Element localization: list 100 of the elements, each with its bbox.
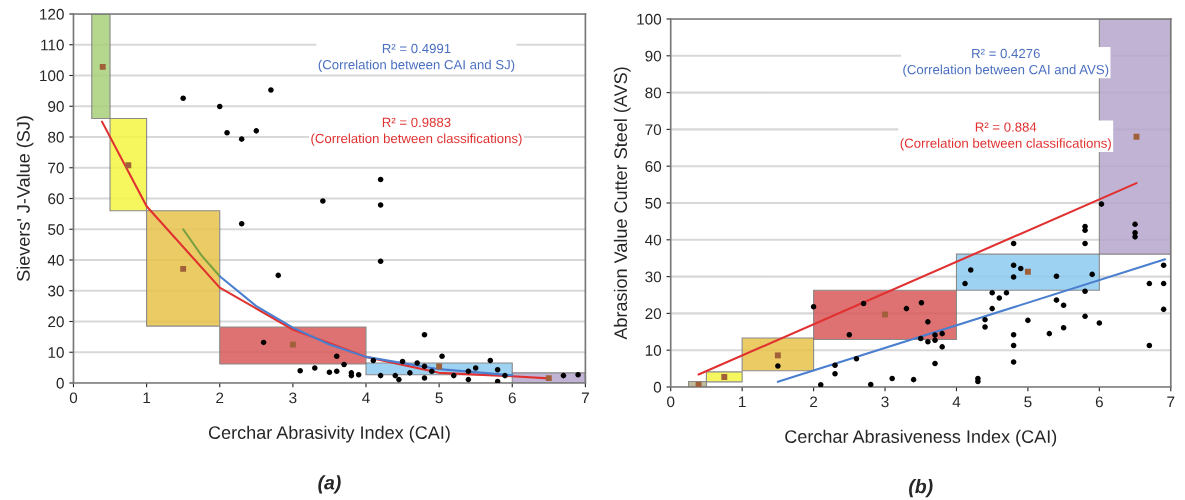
- point: [465, 368, 472, 375]
- point: [99, 63, 106, 70]
- y-tick-label: 80: [645, 87, 662, 99]
- point: [721, 374, 728, 381]
- point: [967, 267, 974, 273]
- y-tick-label: 50: [645, 197, 662, 209]
- point: [1024, 268, 1031, 275]
- point: [494, 378, 501, 383]
- x-tick-label: 1: [739, 396, 746, 408]
- point: [1082, 288, 1088, 295]
- point: [1132, 234, 1138, 240]
- point: [810, 304, 817, 310]
- text: (b): [909, 479, 933, 498]
- point: [1146, 280, 1153, 287]
- point: [1082, 227, 1088, 234]
- y-tick-label: 90: [48, 101, 64, 112]
- point: [377, 176, 384, 183]
- point: [545, 375, 552, 382]
- point: [289, 341, 296, 348]
- y-tick-label: 30: [645, 271, 662, 283]
- x-tick-label: 6: [1095, 396, 1103, 408]
- point: [396, 376, 402, 383]
- point: [860, 300, 867, 307]
- point: [439, 353, 445, 360]
- point: [1010, 331, 1017, 338]
- point: [392, 372, 399, 379]
- x-axis-title: Cerchar Abrasiveness Index (CAI): [785, 429, 1057, 447]
- point: [472, 365, 479, 371]
- point: [932, 337, 938, 344]
- y-tick-label: 60: [48, 193, 64, 205]
- point: [421, 363, 428, 370]
- point: [465, 376, 472, 383]
- point: [414, 360, 420, 366]
- point: [260, 339, 267, 346]
- point: [1160, 262, 1167, 268]
- y-tick-label: 20: [48, 316, 64, 328]
- point: [1053, 297, 1060, 303]
- x-tick-label: 0: [667, 396, 675, 408]
- x-tick-label: 3: [289, 392, 297, 404]
- point: [853, 355, 860, 362]
- point: [867, 381, 874, 387]
- point: [1082, 223, 1088, 230]
- point: [1053, 273, 1060, 280]
- point: [918, 299, 925, 306]
- x-axis-title: Cerchar Abrasivity Index (CAI): [208, 425, 450, 443]
- point: [333, 353, 340, 360]
- y-tick-label: 60: [645, 161, 662, 172]
- x-tick-label: 7: [581, 392, 589, 404]
- point: [560, 372, 567, 379]
- point: [494, 367, 501, 373]
- y-tick-label: 10: [645, 345, 662, 356]
- point: [962, 280, 968, 287]
- point: [341, 361, 347, 368]
- point: [1160, 306, 1167, 313]
- point: [377, 372, 384, 379]
- point: [377, 202, 384, 208]
- point: [421, 331, 428, 338]
- annotation: R² = 0.4991 (Correlation between CAI and SJ): [318, 43, 515, 72]
- point: [774, 352, 781, 359]
- x-tick-label: 4: [952, 396, 961, 408]
- point: [1060, 324, 1067, 331]
- point: [370, 357, 377, 364]
- text: (a): [318, 475, 341, 494]
- point: [939, 344, 945, 350]
- point: [695, 381, 702, 387]
- point: [1146, 342, 1153, 349]
- point: [1010, 240, 1017, 247]
- y-tick-label: 20: [645, 308, 662, 320]
- point: [1060, 302, 1067, 309]
- point: [1089, 271, 1095, 278]
- point: [180, 265, 187, 272]
- y-tick-label: 0: [653, 381, 662, 393]
- point: [399, 358, 406, 365]
- point: [939, 330, 945, 337]
- point: [1098, 201, 1105, 207]
- point: [326, 369, 333, 376]
- point: [1010, 342, 1017, 349]
- point: [429, 368, 435, 375]
- point: [436, 363, 443, 370]
- point: [216, 103, 223, 110]
- point: [320, 198, 326, 204]
- point: [903, 305, 910, 312]
- point: [268, 87, 274, 93]
- point: [925, 338, 931, 345]
- y-tick-label: 40: [645, 234, 662, 246]
- point: [832, 362, 838, 369]
- y-tick-label: 0: [56, 377, 64, 389]
- x-tick-label: 4: [362, 392, 370, 404]
- point: [407, 370, 413, 376]
- point: [575, 371, 581, 378]
- x-tick-label: 6: [508, 392, 516, 404]
- point: [312, 365, 318, 371]
- y-tick-label: 70: [645, 124, 662, 136]
- y-tick-label: 120: [40, 8, 64, 20]
- point: [917, 335, 924, 342]
- point: [1046, 330, 1053, 337]
- point: [1017, 265, 1024, 272]
- x-tick-label: 1: [143, 392, 151, 404]
- point: [238, 220, 245, 227]
- line-series: [218, 275, 514, 377]
